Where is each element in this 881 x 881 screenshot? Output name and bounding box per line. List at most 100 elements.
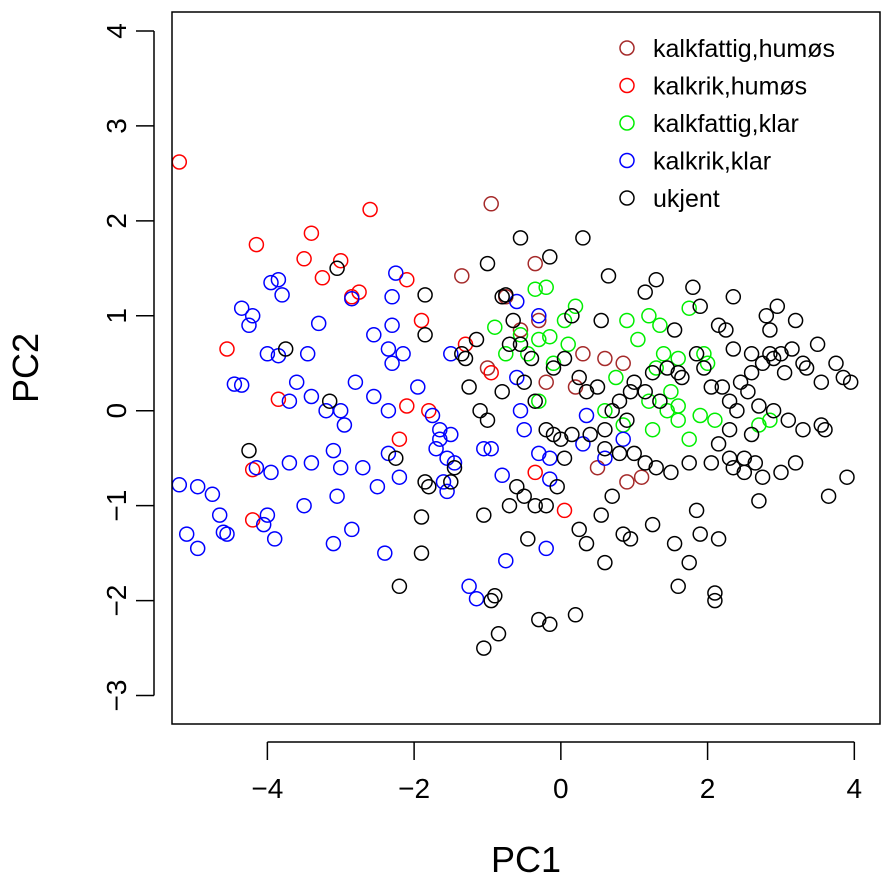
data-point-series-4 [725, 341, 742, 357]
data-point-series-3 [303, 388, 320, 405]
data-point-series-2 [641, 308, 657, 324]
data-point-series-3 [391, 469, 408, 485]
data-point-series-1 [421, 402, 437, 419]
data-point-series-4 [472, 402, 488, 419]
data-point-series-4 [567, 607, 584, 623]
data-point-series-1 [296, 251, 312, 267]
data-point-series-1 [391, 431, 408, 447]
data-point-series-4 [549, 478, 565, 495]
data-point-series-4 [556, 350, 573, 367]
data-point-series-1 [413, 312, 430, 329]
data-point-series-4 [703, 379, 720, 395]
data-point-series-4 [476, 507, 492, 523]
data-point-series-4 [417, 287, 433, 303]
data-point-series-4 [509, 478, 525, 495]
data-point-series-2 [644, 421, 661, 438]
data-point-series-4 [718, 322, 734, 338]
data-point-series-3 [332, 459, 349, 476]
data-point-series-4 [648, 271, 664, 288]
data-point-series-0 [589, 459, 606, 476]
data-point-series-3 [435, 474, 452, 490]
data-point-series-3 [299, 346, 316, 362]
data-point-series-3 [288, 374, 305, 390]
data-point-series-4 [626, 445, 642, 462]
data-point-series-3 [380, 402, 397, 419]
data-point-series-2 [699, 355, 716, 372]
data-point-series-2 [619, 312, 635, 329]
data-point-series-4 [828, 355, 844, 372]
y-tick-label: 4 [101, 23, 132, 39]
data-point-series-4 [769, 298, 786, 315]
data-point-series-2 [655, 346, 672, 362]
data-point-series-1 [172, 154, 188, 170]
y-tick-label: −3 [101, 680, 132, 712]
data-point-series-4 [490, 626, 507, 642]
data-point-series-4 [626, 374, 642, 390]
data-point-series-2 [498, 346, 514, 362]
x-tick-label: 2 [700, 773, 716, 804]
data-point-series-3 [597, 450, 613, 466]
data-point-series-2 [560, 336, 576, 353]
data-point-series-4 [670, 364, 686, 381]
x-tick-label: −2 [398, 773, 430, 804]
data-point-series-4 [622, 531, 639, 547]
data-point-series-4 [388, 450, 404, 466]
data-point-series-2 [520, 346, 536, 362]
data-point-series-1 [244, 512, 261, 528]
data-point-series-3 [248, 459, 265, 476]
data-point-series-4 [736, 464, 753, 481]
x-tick-label: −4 [251, 773, 283, 804]
data-point-series-4 [553, 431, 569, 447]
data-point-series-4 [644, 364, 661, 381]
data-point-series-4 [446, 459, 463, 476]
data-point-series-3 [366, 327, 382, 343]
data-point-series-4 [556, 450, 573, 466]
data-point-series-3 [366, 388, 382, 405]
data-point-series-4 [454, 346, 470, 362]
legend-marker [619, 152, 635, 169]
data-point-series-3 [615, 431, 631, 447]
data-point-series-2 [531, 331, 547, 348]
data-point-series-2 [751, 417, 767, 433]
data-point-series-4 [688, 346, 705, 362]
data-point-series-3 [318, 402, 334, 419]
y-tick-label: −2 [101, 585, 132, 617]
data-point-series-3 [172, 477, 188, 493]
data-point-series-4 [652, 393, 668, 409]
data-point-series-4 [241, 442, 257, 459]
data-point-series-4 [707, 585, 723, 601]
data-point-series-2 [512, 327, 529, 343]
data-point-series-4 [707, 592, 723, 609]
data-point-series-3 [325, 535, 342, 552]
data-point-series-3 [281, 455, 298, 471]
data-point-series-4 [277, 341, 294, 357]
data-point-series-3 [516, 421, 532, 438]
data-point-series-4 [765, 350, 782, 367]
y-tick-label: −1 [101, 490, 132, 522]
y-tick-label: 0 [101, 403, 132, 419]
points-layer [172, 154, 859, 656]
data-point-series-4 [604, 488, 620, 504]
data-point-series-3 [303, 455, 320, 471]
data-point-series-4 [644, 516, 661, 533]
data-point-series-4 [787, 455, 804, 471]
legend-item: kalkrik,klar [619, 148, 771, 176]
data-point-series-3 [424, 407, 441, 424]
data-point-series-2 [762, 412, 778, 428]
data-point-series-4 [842, 374, 859, 390]
data-point-series-4 [597, 421, 613, 438]
data-point-series-1 [527, 464, 543, 481]
data-point-series-3 [336, 417, 353, 433]
data-point-series-3 [329, 488, 345, 504]
data-point-series-3 [325, 442, 342, 459]
data-point-series-0 [454, 268, 470, 284]
data-point-series-4 [780, 412, 797, 428]
legend-label: kalkrik,klar [653, 148, 771, 176]
data-point-series-4 [817, 421, 833, 438]
data-point-series-3 [296, 497, 312, 514]
legend-item: ukjent [619, 185, 720, 213]
legend-item: kalkfattig,humøs [619, 35, 835, 63]
data-point-series-3 [263, 464, 279, 481]
data-point-series-4 [494, 383, 510, 400]
data-point-series-2 [531, 393, 547, 409]
